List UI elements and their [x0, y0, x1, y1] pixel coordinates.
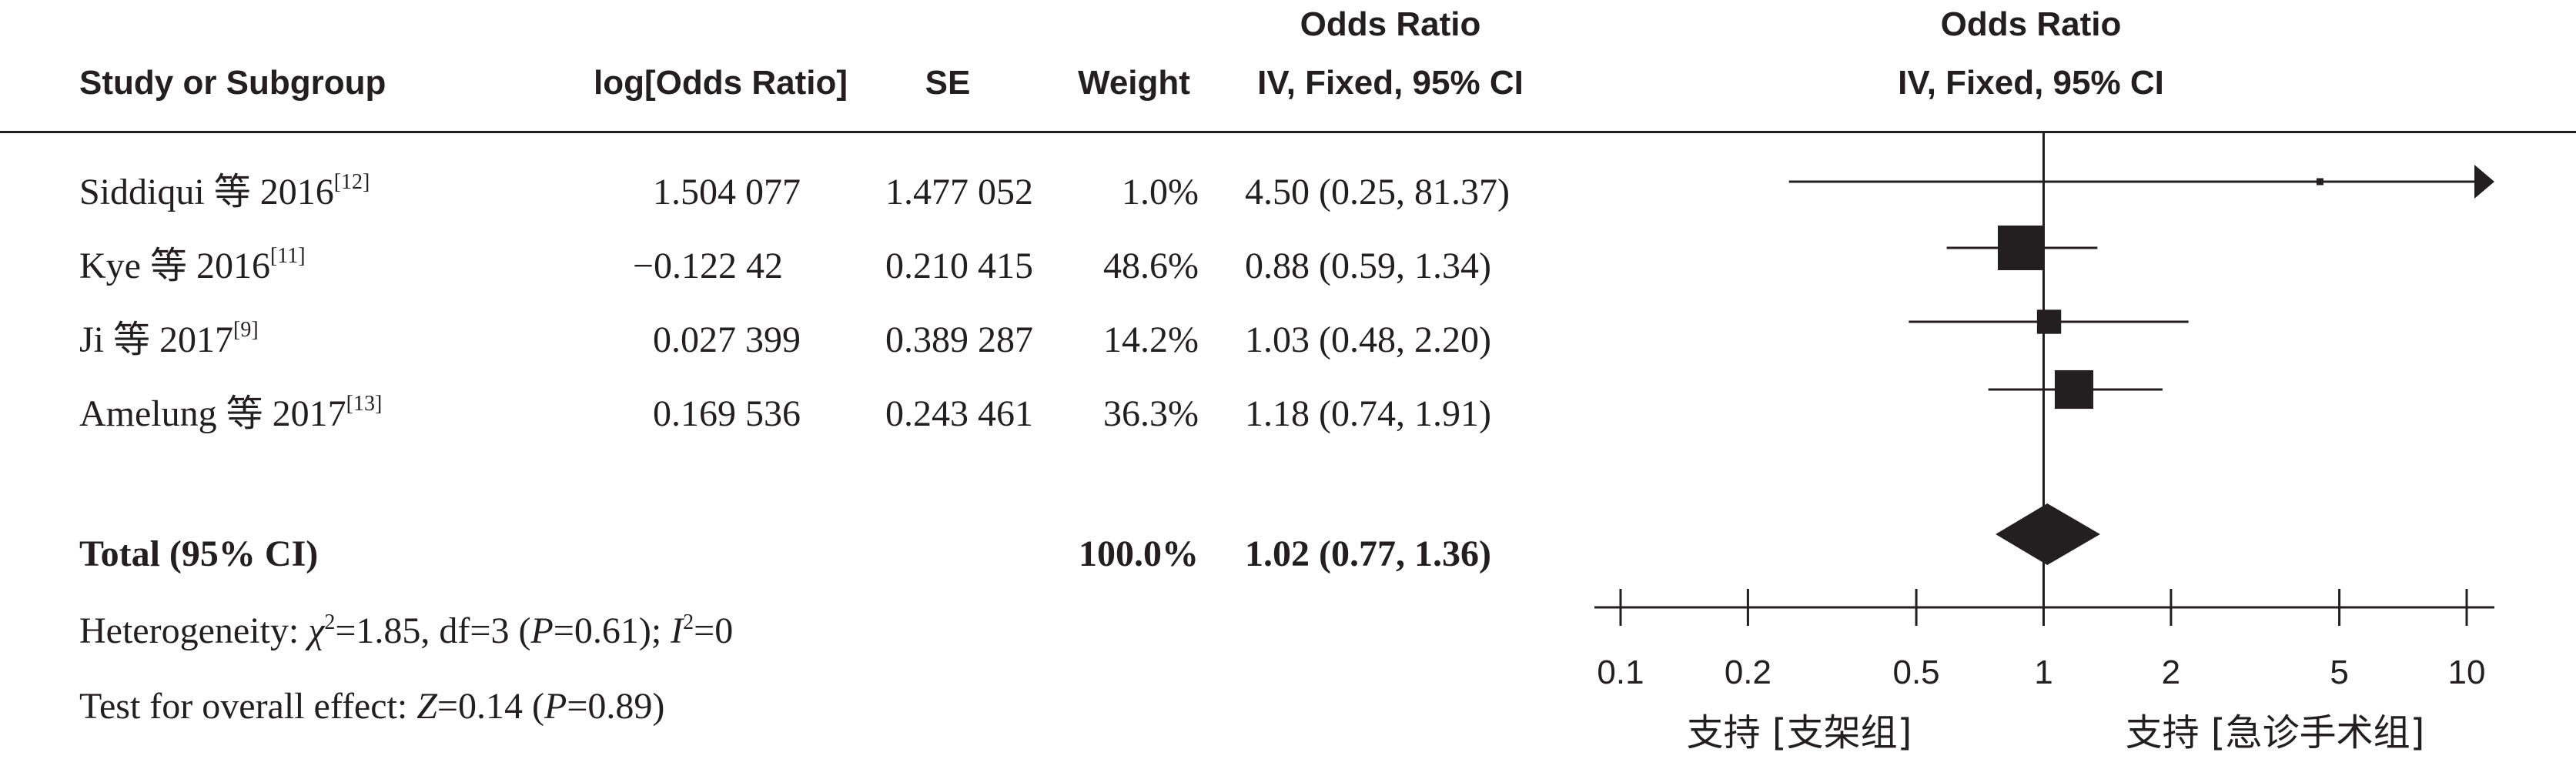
study-log-or: 0.027 399	[653, 319, 801, 360]
study-se: 1.477 052	[885, 172, 1033, 212]
study-name: Ji 等 2017[9]	[79, 318, 259, 360]
study-weight: 1.0%	[1122, 172, 1199, 212]
heterogeneity-stat: Heterogeneity: χ2=1.85, df=3 (P=0.61); I…	[79, 610, 734, 651]
study-weight: 14.2%	[1103, 319, 1199, 360]
study-ci: 4.50 (0.25, 81.37)	[1245, 172, 1510, 212]
study-ref: [9]	[233, 318, 259, 342]
study-ci: 1.18 (0.74, 1.91)	[1245, 393, 1491, 434]
study-ci: 1.03 (0.48, 2.20)	[1245, 319, 1491, 360]
study-ci: 0.88 (0.59, 1.34)	[1245, 246, 1491, 286]
study-weight-square	[2316, 178, 2323, 186]
study-weight: 48.6%	[1103, 246, 1199, 286]
study-ref: [11]	[269, 244, 306, 268]
ci-arrow	[2474, 165, 2494, 199]
header-or-title: Odds Ratio	[1300, 5, 1481, 43]
header-log-or: log[Odds Ratio]	[594, 64, 848, 102]
header-se: SE	[925, 64, 971, 102]
study-se: 0.210 415	[885, 246, 1033, 286]
study-weight-square	[1997, 226, 2042, 270]
header-rule	[0, 131, 2576, 133]
study-se: 0.389 287	[885, 319, 1033, 360]
study-weight-square	[2054, 369, 2094, 410]
overall-effect-stat: Test for overall effect: Z=0.14 (P=0.89)	[79, 686, 665, 727]
study-se: 0.243 461	[885, 393, 1033, 434]
x-tick-label: 5	[2330, 654, 2348, 691]
header-weight: Weight	[1078, 64, 1190, 102]
study-weight: 36.3%	[1103, 393, 1199, 434]
header-study: Study or Subgroup	[79, 64, 386, 102]
x-tick-label: 2	[2162, 654, 2180, 691]
favours-right-label: 支持 [急诊手术组]	[2125, 711, 2425, 754]
total-ci: 1.02 (0.77, 1.36)	[1245, 533, 1491, 574]
study-weight-square	[2036, 309, 2062, 334]
total-label: Total (95% CI)	[79, 533, 319, 574]
x-tick-label: 0.1	[1597, 654, 1644, 691]
study-name: Siddiqui 等 2016[12]	[79, 170, 370, 212]
study-log-or: 0.169 536	[653, 393, 801, 434]
header-or-method: IV, Fixed, 95% CI	[1257, 64, 1524, 102]
x-tick-label: 0.5	[1892, 654, 1939, 691]
header-plot-title: Odds Ratio	[1940, 5, 2122, 43]
study-log-or: 1.504 077	[653, 172, 801, 212]
study-log-or: −0.122 42	[632, 246, 783, 286]
x-tick-label: 10	[2448, 654, 2486, 691]
total-weight: 100.0%	[1079, 533, 1199, 574]
study-name: Kye 等 2016[11]	[79, 244, 306, 286]
pooled-effect-diamond	[1996, 503, 2100, 565]
x-tick-label: 1	[2034, 654, 2052, 691]
x-tick-label: 0.2	[1725, 654, 1771, 691]
favours-left-label: 支持 [支架组]	[1686, 711, 1912, 754]
header-plot-method: IV, Fixed, 95% CI	[1898, 64, 2164, 102]
study-ref: [13]	[346, 392, 383, 416]
study-ref: [12]	[333, 170, 370, 194]
study-name: Amelung 等 2017[13]	[79, 392, 383, 434]
